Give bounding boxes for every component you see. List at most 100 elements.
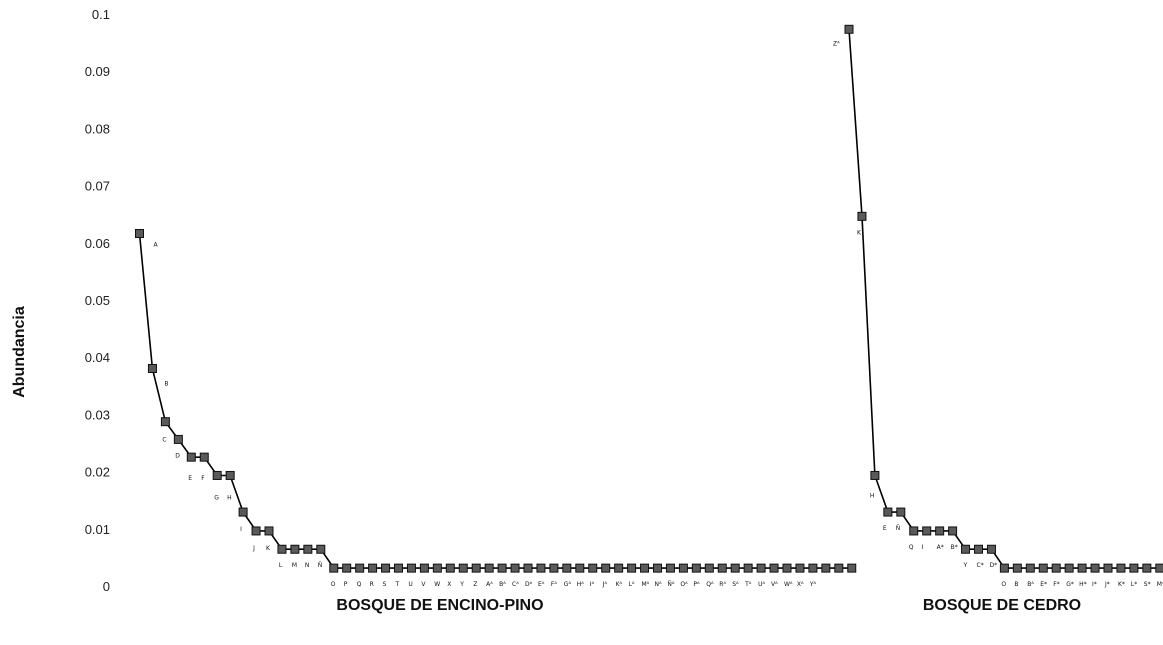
point-label: E* xyxy=(1040,581,1047,588)
y-tick-label: 0 xyxy=(103,579,110,594)
data-point xyxy=(756,563,766,573)
point-label: P xyxy=(344,581,348,588)
point-label: O xyxy=(331,581,336,588)
point-label: F* xyxy=(1053,581,1059,588)
point-label: Gᴬ xyxy=(564,581,572,588)
data-point xyxy=(847,563,857,573)
data-point xyxy=(614,563,624,573)
data-point xyxy=(999,563,1009,573)
data-point xyxy=(601,563,611,573)
point-label: A* xyxy=(937,544,944,551)
point-label: Rᴬ xyxy=(719,581,726,588)
point-label: L xyxy=(279,562,283,569)
data-point xyxy=(834,563,844,573)
data-point xyxy=(808,563,818,573)
data-point xyxy=(1103,563,1113,573)
point-label: Hᴬ xyxy=(577,581,585,588)
data-point xyxy=(769,563,779,573)
y-axis-title: Abundancia xyxy=(11,306,28,398)
point-label: J xyxy=(252,545,255,552)
point-label: Kᴬ xyxy=(616,581,623,588)
data-point xyxy=(640,563,650,573)
data-point xyxy=(510,563,520,573)
point-label: H* xyxy=(1079,581,1087,588)
data-point xyxy=(458,563,468,573)
data-point xyxy=(147,363,157,373)
data-point xyxy=(238,507,248,517)
data-point xyxy=(342,563,352,573)
data-point xyxy=(406,563,416,573)
data-point xyxy=(782,563,792,573)
data-point xyxy=(549,563,559,573)
point-label: Xᴬ xyxy=(797,581,804,588)
point-label: E xyxy=(883,525,887,532)
data-point xyxy=(1051,563,1061,573)
point-label: H xyxy=(227,495,232,502)
point-label: W xyxy=(434,581,440,588)
category-label-encino-pino: BOSQUE DE ENCINO-PINO xyxy=(336,597,543,614)
y-tick-label: 0.09 xyxy=(85,64,110,79)
point-label: C xyxy=(162,437,166,444)
point-label: T xyxy=(395,581,400,588)
y-tick-label: 0.05 xyxy=(85,293,110,308)
data-point xyxy=(1038,563,1048,573)
point-label: Iᴬ xyxy=(590,581,595,588)
data-point xyxy=(704,563,714,573)
point-label: Wᴬ xyxy=(784,581,793,588)
point-label: G* xyxy=(1066,581,1074,588)
data-point xyxy=(653,563,662,573)
data-point xyxy=(961,544,971,554)
point-label: C* xyxy=(977,562,984,569)
y-tick-label: 0.03 xyxy=(85,407,110,422)
point-label: S* xyxy=(1144,581,1151,588)
y-tick-label: 0.04 xyxy=(85,350,110,365)
data-point xyxy=(1155,563,1163,573)
point-label: K xyxy=(266,545,271,552)
data-point xyxy=(883,507,893,517)
data-point xyxy=(1077,563,1087,573)
data-point xyxy=(588,563,598,573)
point-label: A xyxy=(154,242,159,249)
point-label: Q xyxy=(909,544,914,551)
data-point xyxy=(1129,563,1139,573)
data-point xyxy=(678,563,688,573)
point-label: I xyxy=(922,544,924,551)
point-label: K* xyxy=(1118,581,1125,588)
data-point xyxy=(844,24,854,34)
data-point xyxy=(199,452,209,462)
point-label: Qᴬ xyxy=(706,581,714,588)
point-label: Dᴬ xyxy=(525,581,533,588)
y-tick-label: 0.08 xyxy=(85,121,110,136)
data-point xyxy=(922,526,932,536)
data-point xyxy=(909,526,919,536)
y-tick-label: 0.06 xyxy=(85,236,110,251)
data-point xyxy=(419,563,429,573)
point-label: Ñ xyxy=(318,562,323,569)
point-label: Lᴬ xyxy=(629,581,635,588)
point-label: Yᴬ xyxy=(809,581,817,588)
data-point xyxy=(1064,563,1074,573)
data-point xyxy=(627,563,637,573)
point-label: S xyxy=(383,581,387,588)
point-label: D* xyxy=(990,562,998,569)
data-point xyxy=(974,544,983,554)
data-point xyxy=(1090,563,1100,573)
data-point xyxy=(857,211,867,221)
point-label: Nᴬ xyxy=(655,581,662,588)
y-tick-label: 0.1 xyxy=(92,7,110,22)
point-label: B xyxy=(164,381,168,388)
point-label: E xyxy=(188,475,192,482)
series-line xyxy=(138,233,852,569)
data-point xyxy=(870,470,880,480)
series-line xyxy=(848,29,1163,569)
point-label: Zᴬ xyxy=(833,40,840,47)
point-label: U xyxy=(408,581,412,588)
data-point xyxy=(251,526,261,536)
point-label: J* xyxy=(1104,581,1110,588)
point-label: N xyxy=(305,562,310,569)
point-label: Z xyxy=(473,581,477,588)
point-label: Ñᴬ xyxy=(667,581,674,588)
point-label: Y xyxy=(963,562,968,569)
data-point xyxy=(303,544,313,554)
data-point xyxy=(432,563,442,573)
